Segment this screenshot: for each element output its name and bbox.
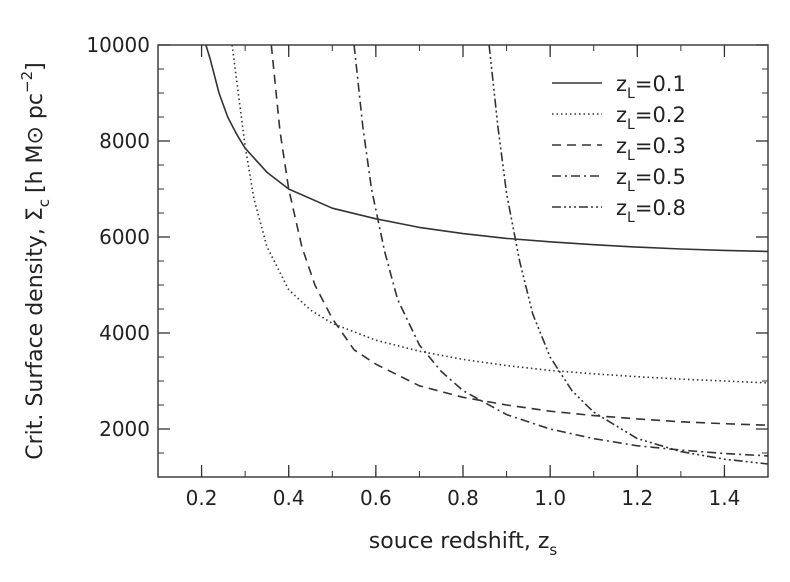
series-line-0	[205, 45, 768, 253]
series-line-3	[353, 45, 768, 457]
y-tick-label: 2000	[99, 417, 150, 441]
legend-label-3: zL=0.5	[616, 165, 686, 195]
series-line-1	[231, 45, 768, 384]
y-tick-label: 4000	[99, 321, 150, 345]
legend-label-1: zL=0.2	[616, 103, 686, 133]
legend: zL=0.1zL=0.2zL=0.3zL=0.5zL=0.8	[552, 72, 686, 226]
series-line-4	[488, 45, 768, 465]
x-tick-label: 0.2	[186, 486, 218, 510]
y-tick-label: 8000	[99, 129, 150, 153]
legend-label-2: zL=0.3	[616, 134, 686, 164]
y-tick-label: 6000	[99, 225, 150, 249]
y-tick-label: 10000	[86, 33, 150, 57]
x-tick-label: 1.2	[621, 486, 653, 510]
x-tick-label: 0.8	[447, 486, 479, 510]
curves-layer	[205, 45, 768, 465]
x-tick-label: 0.4	[273, 486, 305, 510]
ticks-layer: 0.2 0.4 0.6 0.8 1.0 1.2 1.4 2000 4000 6000 8000 100…	[86, 33, 768, 510]
series-line-2	[270, 45, 768, 426]
x-tick-label: 0.6	[360, 486, 392, 510]
legend-label-4: zL=0.8	[616, 196, 686, 226]
y-axis-label: Crit. Surface density, Σc[h M⊙ pc−2]	[18, 62, 53, 459]
legend-label-0: zL=0.1	[616, 72, 686, 102]
x-axis-label: souce redshift, zs	[369, 529, 558, 559]
x-tick-label: 1.4	[709, 486, 741, 510]
x-tick-label: 1.0	[534, 486, 566, 510]
